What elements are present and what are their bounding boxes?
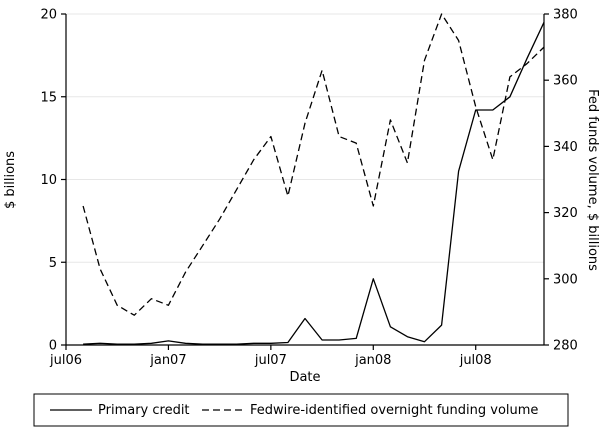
legend-label-primary-credit: Primary credit — [98, 403, 190, 418]
y-tick-label-left: 15 — [40, 90, 57, 105]
legend: Primary credit Fedwire-identified overni… — [33, 393, 569, 427]
x-axis-title: Date — [289, 370, 320, 385]
x-tick-label: jan07 — [149, 353, 186, 368]
legend-border — [33, 393, 569, 427]
y-tick-label-right: 300 — [553, 272, 578, 287]
y-tick-label-right: 320 — [553, 206, 578, 221]
y-tick-label-right: 340 — [553, 140, 578, 155]
y-tick-label-left: 0 — [49, 339, 57, 354]
x-tick-label: jul08 — [459, 353, 492, 368]
plot-area: 0 5 10 15 20 280 300 320 340 360 380 jul06 jan07 jul0… — [40, 8, 577, 369]
series-line-solid — [83, 22, 545, 345]
y-tick-label-left: 5 — [49, 256, 57, 271]
x-tick-label: jul06 — [49, 353, 82, 368]
y-tick-label-left: 20 — [40, 8, 57, 23]
series-line-dashed — [82, 13, 545, 316]
y-axis-title-left: $ billions — [3, 151, 18, 209]
y-tick-label-left: 10 — [40, 173, 57, 188]
y-tick-label-right: 360 — [553, 74, 578, 89]
x-tick-label: jul07 — [254, 353, 287, 368]
legend-label-fedwire-volume: Fedwire-identified overnight funding vol… — [250, 403, 538, 418]
x-tick-label: jan08 — [354, 353, 391, 368]
y-axis-title-right: Fed funds volume, $ billions — [585, 89, 600, 271]
y-tick-label-right: 280 — [553, 339, 578, 354]
y-tick-label-right: 380 — [553, 8, 578, 23]
